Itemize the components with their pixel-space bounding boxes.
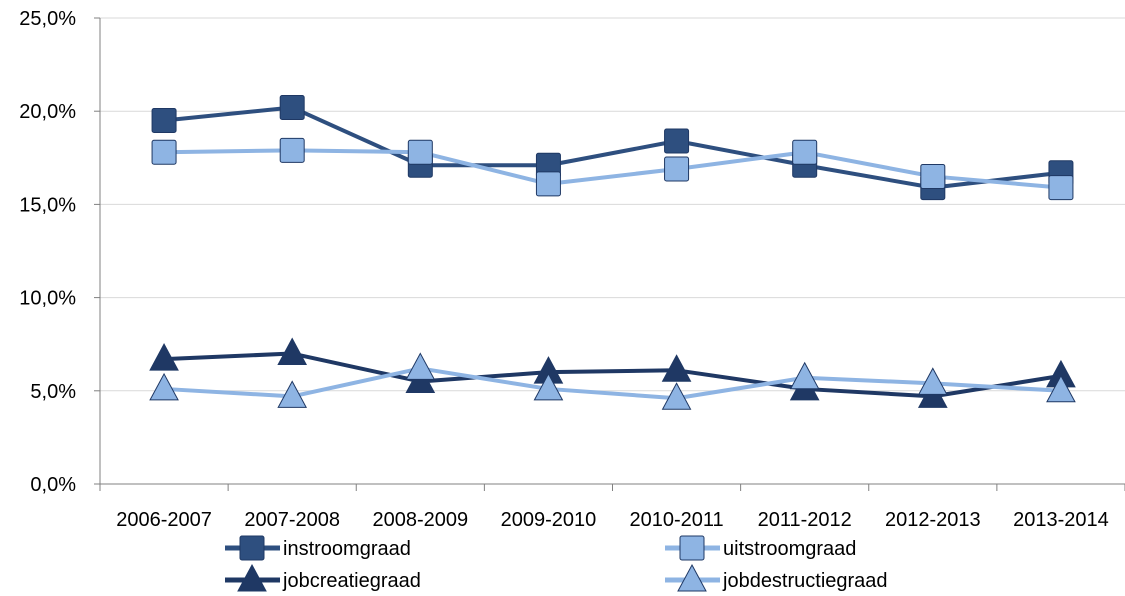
legend-item-jobdestructiegraad: jobdestructiegraad (665, 563, 888, 592)
y-tick-label: 0,0% (30, 474, 76, 496)
data-point-instroomgraad (664, 128, 690, 154)
y-tick-label: 15,0% (19, 194, 76, 216)
legend-marker (679, 535, 705, 561)
y-axis-ticks: 0,0% 5,0% 10,0% 15,0% 20,0% 25,0% (19, 8, 100, 496)
y-tick-label: 20,0% (19, 101, 76, 123)
data-point-uitstroomgraad (664, 156, 690, 182)
data-point-uitstroomgraad (535, 171, 561, 197)
y-tick-label: 5,0% (30, 381, 76, 403)
data-point-jobdestructiegraad (661, 382, 692, 410)
x-tick-label: 2011-2012 (758, 509, 852, 531)
x-tick-label: 2013-2014 (1013, 509, 1109, 531)
legend-label: jobcreatiegraad (282, 570, 421, 592)
x-tick-label: 2007-2008 (244, 509, 340, 531)
y-tick-label: 25,0% (19, 8, 76, 30)
legend-label: jobdestructiegraad (722, 570, 888, 592)
data-point-jobdestructiegraad (405, 352, 436, 380)
data-point-uitstroomgraad (1048, 175, 1074, 201)
legend-label: uitstroomgraad (723, 538, 856, 560)
x-tick-label: 2012-2013 (885, 509, 981, 531)
data-point-jobdestructiegraad (1046, 374, 1076, 403)
legend-label: instroomgraad (283, 538, 411, 560)
y-tick-label: 10,0% (19, 288, 76, 310)
data-point-jobdestructiegraad (277, 380, 308, 408)
data-point-uitstroomgraad (792, 139, 818, 165)
series-line-jobdestructiegraad (163, 366, 1062, 401)
legend-marker (677, 563, 707, 592)
data-point-jobdestructiegraad (533, 372, 564, 401)
axes (99, 18, 1125, 485)
data-point-uitstroomgraad (151, 139, 177, 165)
data-point-jobdestructiegraad (789, 361, 820, 390)
data-point-instroomgraad (151, 108, 177, 134)
data-point-jobcreatiegraad (149, 343, 179, 371)
x-axis-ticks: 2006-2007 2007-2008 2008-2009 2009-2010 2010… (99, 484, 1125, 531)
legend-marker (239, 535, 265, 561)
legend-item-uitstroomgraad: uitstroomgraad (665, 535, 856, 561)
data-point-instroomgraad (279, 94, 305, 120)
x-tick-label: 2008-2009 (372, 509, 468, 531)
legend-marker (237, 563, 267, 592)
legend-item-instroomgraad: instroomgraad (225, 535, 411, 561)
data-point-uitstroomgraad (920, 163, 946, 189)
series-line-uitstroomgraad (164, 148, 1062, 190)
x-tick-label: 2009-2010 (501, 509, 597, 531)
data-point-uitstroomgraad (279, 137, 305, 163)
x-tick-label: 2010-2011 (629, 509, 723, 531)
data-point-jobcreatiegraad (661, 354, 692, 382)
series-line-instroomgraad (163, 105, 1062, 190)
data-point-jobcreatiegraad (277, 337, 308, 366)
grid-lines (100, 17, 1125, 392)
legend: instroomgraad uitstroomgraad jobcreatiegra… (225, 535, 888, 592)
x-tick-label: 2006-2007 (116, 509, 212, 531)
legend-item-jobcreatiegraad: jobcreatiegraad (225, 563, 421, 592)
series-line-jobcreatiegraad (163, 351, 1062, 399)
data-point-jobdestructiegraad (149, 372, 179, 401)
data-point-uitstroomgraad (407, 139, 433, 165)
series-group (149, 94, 1076, 410)
data-point-jobdestructiegraad (917, 367, 948, 395)
